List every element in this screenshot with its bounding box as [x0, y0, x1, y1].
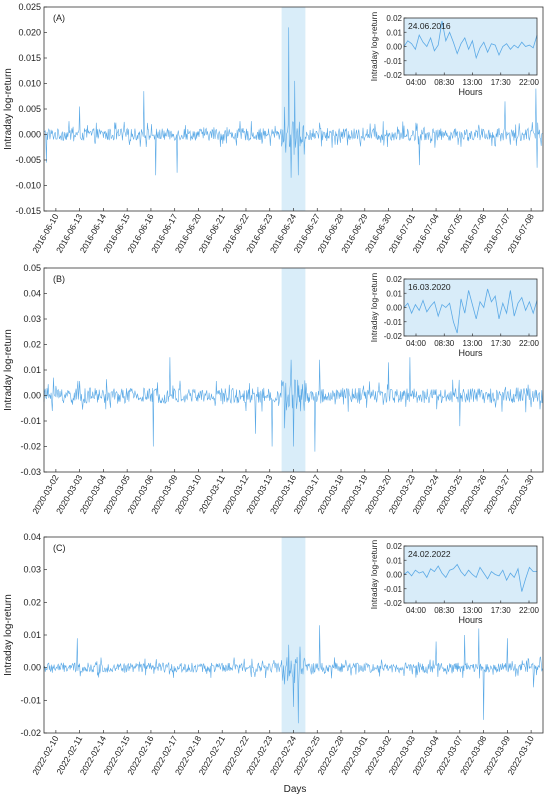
inset-x-tick-label: 04:00	[406, 78, 427, 87]
chart-panel-c: 0.04 0.03 0.02 0.01 0.00 -0.01 -0.02 Intraday l…	[3, 532, 544, 777]
chart-panel-b: 0.05 0.04 0.03 0.02 0.01 0.00 -0.01 -0.02 -0.03 I…	[3, 263, 544, 516]
inset-y-axis-label: Intraday log-return	[369, 540, 379, 610]
inset-x-tick-label: 13:00	[462, 606, 483, 615]
inset-y-tick-label: 0.00	[386, 571, 402, 580]
y-tick-label: -0.01	[20, 416, 41, 426]
highlight-band	[281, 537, 306, 733]
highlight-band	[281, 7, 306, 211]
inset-y-axis-label: Intraday log-return	[369, 273, 379, 343]
y-tick-label: 0.05	[23, 263, 41, 273]
y-tick-label: 0.03	[23, 565, 41, 575]
y-tick-label: 0.010	[18, 79, 41, 89]
inset-y-tick-label: 0.02	[386, 542, 402, 551]
inset-background	[404, 18, 537, 75]
panel-label: (B)	[53, 274, 65, 284]
inset-date-label: 16.03.2020	[408, 282, 451, 292]
inset-background	[404, 279, 537, 336]
y-tick-label: 0.04	[23, 289, 41, 299]
inset-y-tick-label: 0.02	[386, 14, 402, 23]
series-line	[43, 27, 543, 178]
y-tick-label: -0.015	[15, 206, 41, 216]
inset-x-tick-label: 13:00	[462, 78, 483, 87]
inset-y-tick-label: 0.01	[386, 28, 402, 37]
inset-x-tick-label: 22:00	[519, 339, 540, 348]
inset-y-tick-label: -0.02	[384, 332, 403, 341]
y-tick-label: -0.02	[20, 442, 41, 452]
inset-x-tick-label: 08:30	[434, 339, 455, 348]
inset-x-axis-label: Hours	[458, 87, 483, 97]
inset-x-axis-label: Hours	[458, 348, 483, 358]
inset-y-tick-label: -0.02	[384, 599, 403, 608]
panel-label: (C)	[53, 543, 66, 553]
inset-date-label: 24.06.2016	[408, 21, 451, 31]
inset-y-axis-label: Intraday log-return	[369, 12, 379, 82]
highlight-band	[281, 268, 306, 472]
common-x-axis-label: Days	[284, 784, 307, 795]
inset-x-tick-label: 04:00	[406, 606, 427, 615]
chart-panel-a: 0.025 0.020 0.015 0.010 0.005 0.000 -0.005 -0.0…	[3, 2, 544, 255]
inset-y-tick-label: 0.00	[386, 43, 402, 52]
inset-background	[404, 546, 537, 603]
y-tick-label: 0.000	[18, 130, 41, 140]
inset-y-tick-label: 0.02	[386, 275, 402, 284]
y-tick-label: 0.04	[23, 532, 41, 542]
inset-x-tick-label: 08:30	[434, 606, 455, 615]
inset-x-tick-label: 17:30	[491, 606, 512, 615]
inset-x-tick-label: 08:30	[434, 78, 455, 87]
inset-y-tick-label: -0.01	[384, 318, 403, 327]
inset-y-tick-label: 0.00	[386, 304, 402, 313]
panel-label: (A)	[53, 13, 65, 23]
y-tick-label: 0.005	[18, 104, 41, 114]
y-tick-label: -0.01	[20, 695, 41, 705]
y-tick-label: 0.03	[23, 314, 41, 324]
inset-series-line	[403, 563, 537, 592]
y-tick-label: 0.02	[23, 340, 41, 350]
y-axis-label: Intraday log-return	[3, 594, 14, 676]
inset-y-tick-label: -0.02	[384, 71, 403, 80]
y-tick-label: -0.010	[15, 181, 41, 191]
y-tick-label: 0.00	[23, 391, 41, 401]
y-tick-label: 0.01	[23, 365, 41, 375]
inset-y-tick-label: -0.01	[384, 57, 403, 66]
inset-x-tick-label: 22:00	[519, 78, 540, 87]
series-line	[43, 625, 543, 724]
y-axis-label: Intraday log-return	[3, 329, 14, 411]
y-tick-label: 0.01	[23, 630, 41, 640]
y-tick-label: -0.02	[20, 728, 41, 738]
y-tick-label: 0.015	[18, 53, 41, 63]
y-tick-label: 0.00	[23, 663, 41, 673]
y-axis-label: Intraday log-return	[3, 68, 14, 150]
inset-x-tick-label: 17:30	[491, 78, 512, 87]
inset-series-line	[403, 288, 538, 334]
inset-x-tick-label: 13:00	[462, 339, 483, 348]
inset-y-tick-label: 0.01	[386, 556, 402, 565]
y-tick-label: -0.005	[15, 155, 41, 165]
inset-y-tick-label: 0.01	[386, 289, 402, 298]
inset-series-line	[403, 20, 538, 60]
y-tick-label: 0.025	[18, 2, 41, 12]
y-tick-label: 0.02	[23, 597, 41, 607]
panels: 0.025 0.020 0.015 0.010 0.005 0.000 -0.005 -0.0…	[3, 2, 544, 777]
inset-x-tick-label: 22:00	[519, 606, 540, 615]
y-tick-label: 0.020	[18, 28, 41, 38]
inset-x-tick-label: 04:00	[406, 339, 427, 348]
inset-y-tick-label: -0.01	[384, 585, 403, 594]
inset-x-axis-label: Hours	[458, 615, 483, 625]
inset-date-label: 24.02.2022	[408, 549, 451, 559]
y-tick-label: -0.03	[20, 467, 41, 477]
inset-x-tick-label: 17:30	[491, 339, 512, 348]
series-line	[43, 357, 543, 452]
